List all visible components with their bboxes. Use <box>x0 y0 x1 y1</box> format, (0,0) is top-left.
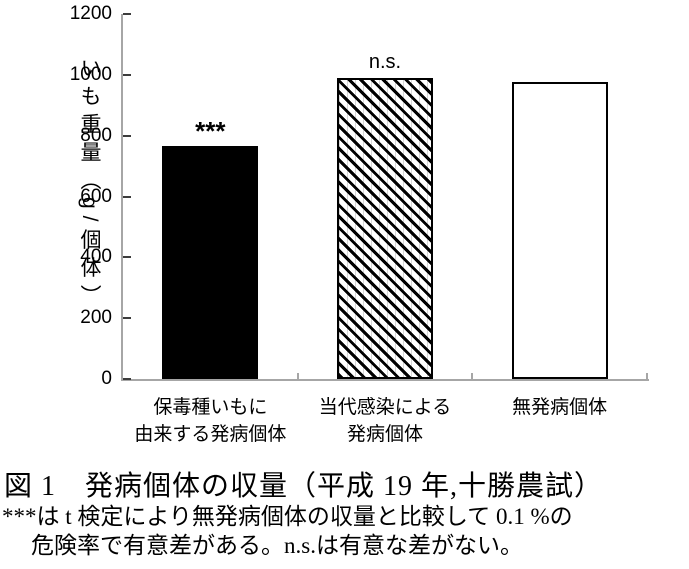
y-axis-title: いも重量（g/個体） <box>78 57 101 313</box>
x-category-label-line: 発病個体 <box>346 424 423 445</box>
y-tick-label: 1000 <box>69 63 112 85</box>
x-category-label-line: 無発病個体 <box>512 397 608 418</box>
x-category-label-line: 由来する発病個体 <box>134 424 287 445</box>
x-axis-tick <box>296 373 299 379</box>
y-axis-tick <box>123 73 131 76</box>
bar-0 <box>162 146 259 379</box>
x-category-label-line: 保毒種いもに <box>153 397 268 418</box>
x-category-label-1: 当代感染による 発病個体 <box>275 394 495 448</box>
significance-label-1: n.s. <box>368 50 402 73</box>
y-tick-label: 0 <box>101 368 112 389</box>
footnote-line-1: ***は t 検定により無発病個体の収量と比較して 0.1 %の <box>2 504 573 529</box>
x-axis-line <box>121 379 649 381</box>
bar-1 <box>337 77 433 379</box>
y-tick-label: 1200 <box>69 3 112 24</box>
footnote-line-2: 危険率で有意差がある。n.s.は有意な差がない。 <box>31 533 523 558</box>
y-axis-tick <box>123 195 131 198</box>
x-category-label-2: 無発病個体 <box>450 394 670 421</box>
y-axis-tick <box>123 378 131 380</box>
y-tick-label: 400 <box>80 246 112 268</box>
y-axis-tick <box>123 134 131 137</box>
x-axis-tick <box>646 373 648 379</box>
y-tick-label: 800 <box>80 124 112 146</box>
figure-caption: 図 1 発病個体の収量（平成 19 年,十勝農試） <box>4 471 604 502</box>
y-axis-tick <box>123 256 131 259</box>
y-tick-label: 200 <box>80 307 112 329</box>
x-category-label-line: 当代感染による <box>318 397 452 418</box>
y-axis-tick <box>123 13 131 15</box>
x-category-label-0: 保毒種いもに 由来する発病個体 <box>100 394 320 448</box>
y-axis-line <box>121 14 123 381</box>
bar-2 <box>511 82 608 379</box>
significance-label-0: *** <box>195 116 226 147</box>
x-axis-tick <box>471 373 474 379</box>
y-axis-tick <box>123 317 131 320</box>
y-tick-label: 600 <box>80 185 112 207</box>
